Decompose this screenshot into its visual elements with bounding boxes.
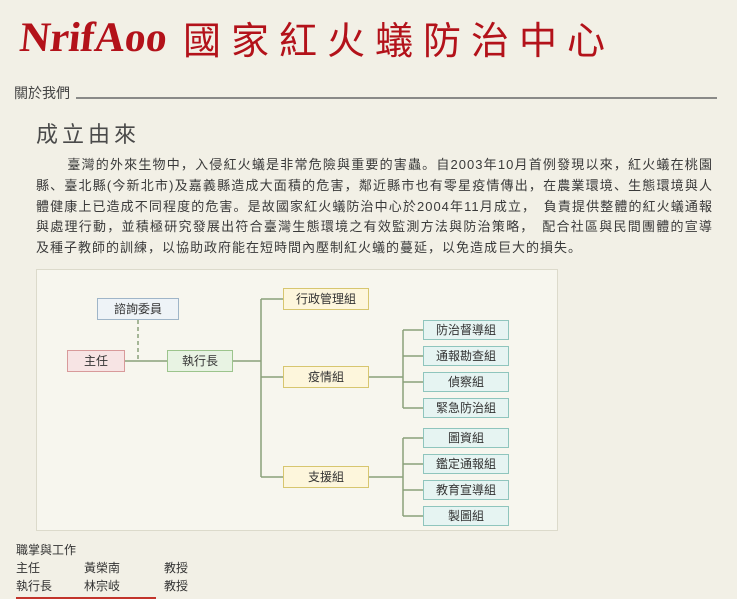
- node-admin-group: 行政管理組: [283, 288, 369, 310]
- org-chart-wrap: 諮詢委員主任 執行長 行政管理組疫情組支援組 防治督導組通報勘查組偵察組緊急防治組圖資…: [36, 269, 713, 531]
- logo-line: NrifAoo 國家紅火蟻防治中心: [20, 10, 717, 65]
- body-text: 臺灣的外來生物中，入侵紅火蟻是非常危險與重要的害蟲。自2003年10月首例發現以…: [36, 155, 713, 259]
- logo-script: NrifAoo: [18, 17, 169, 59]
- node-support-leaf-3: 製圖組: [423, 506, 509, 526]
- about-label: 關於我們: [14, 83, 70, 103]
- about-rule: [76, 97, 717, 99]
- node-epidemic-group: 疫情組: [283, 366, 369, 388]
- body-paragraph: 臺灣的外來生物中，入侵紅火蟻是非常危險與重要的害蟲。自2003年10月首例發現以…: [36, 157, 713, 255]
- node-epi-leaf-2: 偵察組: [423, 372, 509, 392]
- node-advisor: 諮詢委員: [97, 298, 179, 320]
- page-root: NrifAoo 國家紅火蟻防治中心 關於我們 成立由來 臺灣的外來生物中，入侵紅…: [0, 0, 737, 599]
- content: 成立由來 臺灣的外來生物中，入侵紅火蟻是非常危險與重要的害蟲。自2003年10月…: [36, 117, 713, 531]
- footer-name: 林宗岐: [84, 577, 144, 595]
- footer-role: 執行長: [16, 577, 64, 595]
- footer-row-1: 執行長 林宗岐 教授: [16, 577, 737, 595]
- about-section-heading: 關於我們: [14, 83, 717, 103]
- footer-title: 職掌與工作: [16, 541, 737, 559]
- footer: 職掌與工作 主任 黃榮南 教授 執行長 林宗岐 教授: [16, 541, 737, 599]
- node-director: 主任: [67, 350, 125, 372]
- node-epi-leaf-0: 防治督導組: [423, 320, 509, 340]
- node-support-leaf-2: 教育宣導組: [423, 480, 509, 500]
- header: NrifAoo 國家紅火蟻防治中心: [0, 0, 737, 69]
- node-exec: 執行長: [167, 350, 233, 372]
- node-epi-leaf-3: 緊急防治組: [423, 398, 509, 418]
- footer-person-title: 教授: [164, 577, 188, 595]
- node-epi-leaf-1: 通報勘查組: [423, 346, 509, 366]
- node-support-leaf-0: 圖資組: [423, 428, 509, 448]
- node-support-group: 支援組: [283, 466, 369, 488]
- node-support-leaf-1: 鑑定通報組: [423, 454, 509, 474]
- logo-chinese: 國家紅火蟻防治中心: [183, 10, 615, 65]
- org-chart: 諮詢委員主任 執行長 行政管理組疫情組支援組 防治督導組通報勘查組偵察組緊急防治組圖資…: [36, 269, 558, 531]
- origin-heading: 成立由來: [36, 117, 713, 149]
